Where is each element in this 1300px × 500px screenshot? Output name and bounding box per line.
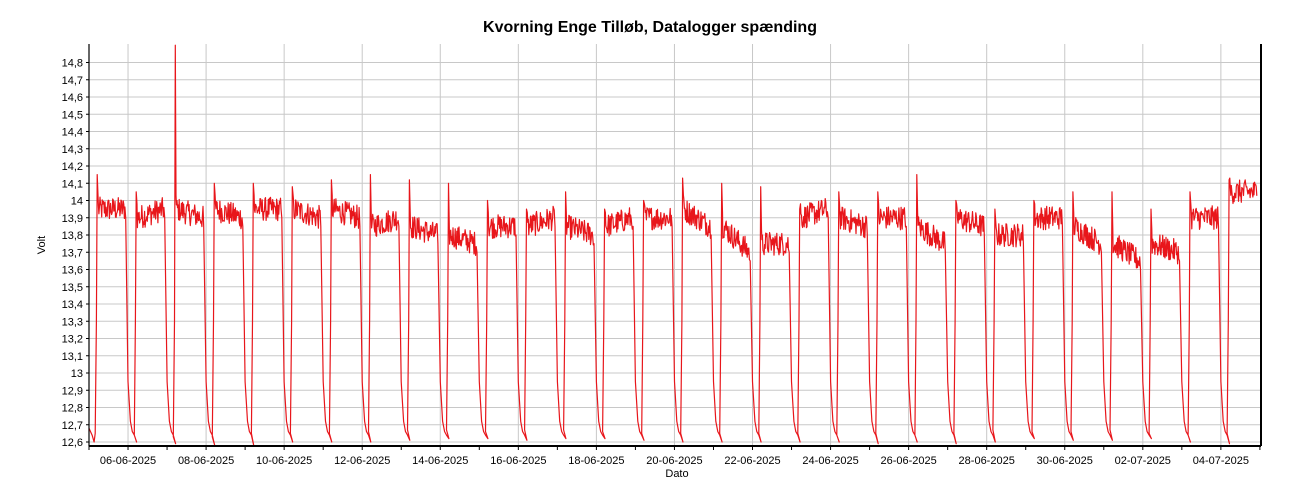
y-tick-label: 13,2 bbox=[62, 334, 83, 346]
x-tick-label: 16-06-2025 bbox=[490, 455, 546, 467]
x-tick-label: 08-06-2025 bbox=[178, 455, 234, 467]
x-tick-label: 30-06-2025 bbox=[1037, 455, 1093, 467]
x-tick-label: 02-07-2025 bbox=[1115, 455, 1171, 467]
y-tick-label: 13,3 bbox=[62, 316, 83, 328]
y-tick-label: 12,9 bbox=[62, 385, 83, 397]
y-tick-label: 12,7 bbox=[62, 420, 83, 432]
y-tick-label: 14,4 bbox=[62, 127, 83, 139]
y-tick-labels: 12,6 12,7 12,8 12,9 13 13,1 13,2 13,3 13,4 13,5 13… bbox=[62, 58, 83, 450]
x-axis-label: Dato bbox=[665, 468, 688, 480]
x-tick-label: 04-07-2025 bbox=[1193, 455, 1249, 467]
y-tick-label: 13,6 bbox=[62, 265, 83, 277]
y-tick-label: 13,8 bbox=[62, 230, 83, 242]
series-line bbox=[88, 44, 1258, 446]
x-tick-label: 26-06-2025 bbox=[880, 455, 936, 467]
chart-title: Kvorning Enge Tilløb, Datalogger spændin… bbox=[483, 19, 817, 36]
x-tick-label: 14-06-2025 bbox=[412, 455, 468, 467]
y-tick-label: 12,6 bbox=[62, 437, 83, 449]
y-tick-label: 14,2 bbox=[62, 161, 83, 173]
y-tick-label: 12,8 bbox=[62, 403, 83, 415]
y-axis-label: Volt bbox=[36, 236, 48, 254]
x-tick-label: 06-06-2025 bbox=[100, 455, 156, 467]
y-tick-label: 14,8 bbox=[62, 58, 83, 70]
y-tick-label: 13,5 bbox=[62, 282, 83, 294]
x-tick-label: 28-06-2025 bbox=[959, 455, 1015, 467]
y-tick-label: 13,4 bbox=[62, 299, 83, 311]
y-tick-label: 13 bbox=[71, 368, 83, 380]
x-tick-label: 22-06-2025 bbox=[724, 455, 780, 467]
y-tick-label: 13,1 bbox=[62, 351, 83, 363]
series-line-group bbox=[88, 44, 1258, 446]
y-tick-label: 14 bbox=[71, 196, 83, 208]
x-tick-label: 12-06-2025 bbox=[334, 455, 390, 467]
y-tick-label: 14,6 bbox=[62, 92, 83, 104]
x-tick-label: 18-06-2025 bbox=[568, 455, 624, 467]
y-tick-label: 14,7 bbox=[62, 75, 83, 87]
y-tick-label: 13,9 bbox=[62, 213, 83, 225]
y-tick-label: 14,3 bbox=[62, 144, 83, 156]
y-tick-label: 14,1 bbox=[62, 178, 83, 190]
x-tick-label: 20-06-2025 bbox=[646, 455, 702, 467]
x-tick-labels: 06-06-2025 08-06-2025 10-06-2025 12-06-2025… bbox=[100, 455, 1249, 467]
grid-lines bbox=[89, 44, 1261, 446]
y-tick-label: 13,7 bbox=[62, 247, 83, 259]
axes bbox=[86, 44, 1262, 450]
x-tick-label: 24-06-2025 bbox=[802, 455, 858, 467]
y-tick-label: 14,5 bbox=[62, 109, 83, 121]
x-tick-label: 10-06-2025 bbox=[256, 455, 312, 467]
